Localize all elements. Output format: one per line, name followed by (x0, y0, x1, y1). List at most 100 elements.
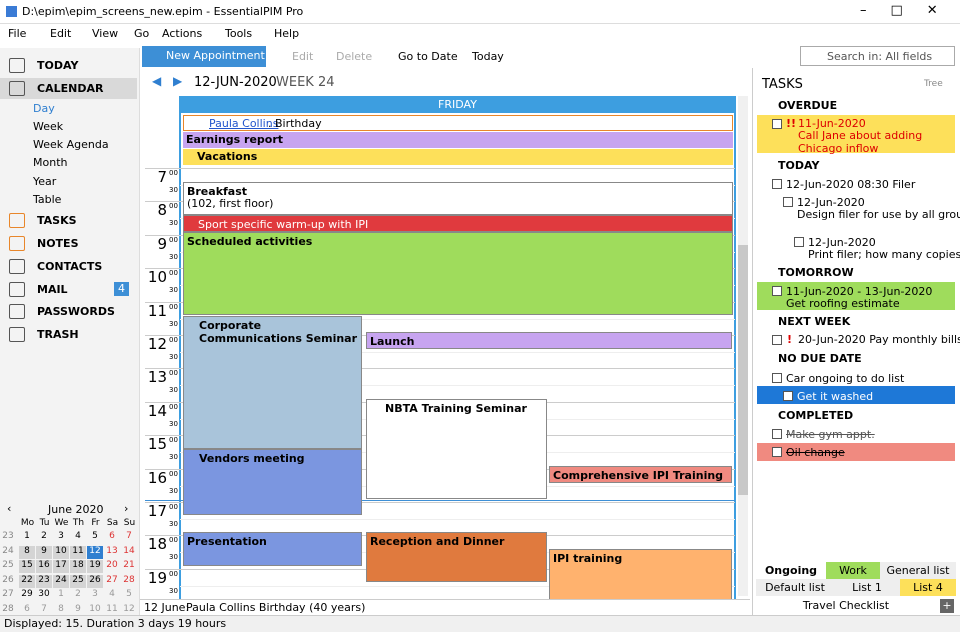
mini-cal-day[interactable]: 17 (53, 560, 69, 573)
mini-cal-day[interactable]: 21 (123, 560, 135, 570)
event[interactable]: Comprehensive IPI Training (549, 466, 732, 483)
event[interactable]: IPI training (549, 549, 732, 600)
event[interactable]: NBTA Training Seminar (366, 399, 547, 499)
task-text[interactable]: 12-Jun-2020 08:30 Filer (786, 178, 916, 191)
task-list-tab[interactable]: General list (880, 562, 956, 579)
nav-item[interactable]: MAIL (37, 283, 68, 296)
task-text[interactable]: Print filer; how many copies? (808, 248, 960, 261)
task-checkbox[interactable] (772, 119, 782, 129)
tasks-mode[interactable]: Tree (924, 79, 943, 89)
task-list-tab[interactable]: List 1 (834, 579, 900, 596)
mini-cal-day[interactable]: 4 (75, 531, 81, 541)
nav-subitem[interactable]: Day (33, 102, 55, 115)
mini-cal-day[interactable]: 27 (106, 574, 118, 585)
task-list-tab[interactable]: Default list (756, 579, 834, 596)
menu-item[interactable]: Go (134, 27, 150, 40)
mini-cal-day[interactable]: 20 (106, 560, 118, 570)
mini-cal-day[interactable]: 2 (75, 589, 81, 599)
mini-cal-day[interactable]: 8 (58, 603, 64, 614)
all-day-event[interactable]: Vacations (183, 149, 733, 165)
task-text[interactable]: Oil change (786, 446, 845, 459)
mini-cal-day[interactable]: 16 (36, 560, 52, 573)
mini-cal-day[interactable]: 10 (53, 545, 69, 559)
task-text[interactable]: Get roofing estimate (786, 297, 900, 310)
mini-cal-day[interactable]: 12 (87, 545, 103, 559)
mini-cal-day[interactable]: 30 (38, 589, 50, 599)
mini-cal-day[interactable]: 15 (19, 560, 35, 573)
mini-cal-day[interactable]: 6 (24, 603, 30, 614)
task-list-tab[interactable]: Ongoing (756, 562, 826, 579)
event[interactable]: Breakfast (183, 182, 733, 215)
task-text[interactable]: 12-Jun-2020 (797, 196, 865, 209)
nav-subitem[interactable]: Week Agenda (33, 138, 109, 151)
nav-subitem[interactable]: Week (33, 120, 64, 133)
mini-cal-day[interactable]: 23 (36, 574, 52, 588)
task-checkbox[interactable] (772, 429, 782, 439)
mini-cal-day[interactable]: 24 (53, 574, 69, 588)
event[interactable]: Sport specific warm-up with IPI (183, 215, 733, 232)
task-checkbox[interactable] (783, 197, 793, 207)
mini-cal-day[interactable]: 5 (92, 531, 98, 541)
mini-cal-day[interactable]: 10 (89, 603, 101, 614)
menu-item[interactable]: Tools (225, 27, 253, 40)
mini-cal-day[interactable]: 11 (106, 603, 118, 614)
nav-item[interactable]: PASSWORDS (37, 305, 115, 318)
event[interactable]: Launch (366, 332, 732, 349)
task-list-tab[interactable]: Work (826, 562, 880, 579)
task-text[interactable]: 20-Jun-2020 Pay monthly bills (798, 333, 960, 346)
mini-cal-day[interactable]: 6 (109, 531, 115, 541)
task-text[interactable]: Car ongoing to do list (786, 372, 905, 385)
mini-cal-day[interactable]: 11 (70, 545, 86, 559)
nav-subitem[interactable]: Month (33, 156, 68, 169)
mini-cal-day[interactable]: 3 (92, 589, 98, 599)
mini-cal-day[interactable]: 9 (36, 545, 52, 559)
mini-cal-day[interactable]: 3 (58, 531, 64, 541)
nav-item[interactable]: CONTACTS (37, 260, 103, 273)
task-text[interactable]: Get it washed (797, 390, 874, 403)
task-checkbox[interactable] (772, 447, 782, 457)
mini-cal-day[interactable]: 1 (58, 589, 64, 599)
task-text[interactable]: Make gym appt. (786, 428, 875, 441)
nav-item[interactable]: NOTES (37, 237, 79, 250)
go-to-date-button[interactable]: Go to Date (398, 50, 458, 63)
mini-cal-day[interactable]: 25 (70, 574, 86, 588)
mini-cal-day[interactable]: 1 (24, 531, 30, 541)
task-text[interactable]: Design filer for use by all groups (797, 208, 960, 221)
task-text[interactable]: ! (787, 333, 793, 346)
task-text[interactable]: 11-Jun-2020 - 13-Jun-2020 (786, 285, 933, 298)
nav-item[interactable]: TASKS (37, 214, 77, 227)
mini-cal-day[interactable]: 7 (126, 531, 132, 541)
task-checkbox[interactable] (772, 373, 782, 383)
mini-cal-day[interactable]: 7 (41, 603, 47, 614)
nav-item[interactable]: TRASH (37, 328, 79, 341)
mini-cal-day[interactable]: 4 (109, 589, 115, 599)
task-text[interactable]: 12-Jun-2020 (808, 236, 876, 249)
mini-cal-day[interactable]: 22 (19, 574, 35, 588)
mini-cal-day[interactable]: 28 (123, 574, 135, 585)
event[interactable]: Presentation (183, 532, 362, 566)
birthday-name[interactable]: Paula Collins (209, 117, 279, 130)
mini-cal-day[interactable]: 8 (19, 545, 35, 559)
task-checkbox[interactable] (772, 286, 782, 296)
task-checkbox[interactable] (772, 335, 782, 345)
search-box[interactable]: Search in: All fields (800, 46, 955, 66)
task-checkbox[interactable] (772, 179, 782, 189)
task-checkbox[interactable] (783, 391, 793, 401)
mini-cal-day[interactable]: 2 (41, 531, 47, 541)
menu-item[interactable]: Actions (162, 27, 203, 40)
event[interactable]: Corporate Communications Seminar (183, 316, 362, 449)
nav-item[interactable]: CALENDAR (37, 82, 104, 95)
event[interactable]: Vendors meeting (183, 449, 362, 515)
task-list-tab[interactable]: List 4 (900, 579, 956, 596)
edit-button[interactable]: Edit (292, 50, 314, 63)
mini-cal-day[interactable]: 18 (70, 560, 86, 573)
mini-cal-day[interactable]: 26 (87, 574, 103, 588)
mini-cal-day[interactable]: 29 (21, 589, 33, 599)
task-checkbox[interactable] (794, 237, 804, 247)
task-text[interactable]: Call Jane about adding Chicago inflow (798, 129, 923, 155)
today-button[interactable]: Today (472, 50, 504, 63)
mini-cal-day[interactable]: 13 (106, 545, 118, 556)
nav-subitem[interactable]: Year (33, 175, 57, 188)
add-list-button[interactable]: + (940, 599, 954, 613)
mini-cal-day[interactable]: 19 (87, 560, 103, 573)
